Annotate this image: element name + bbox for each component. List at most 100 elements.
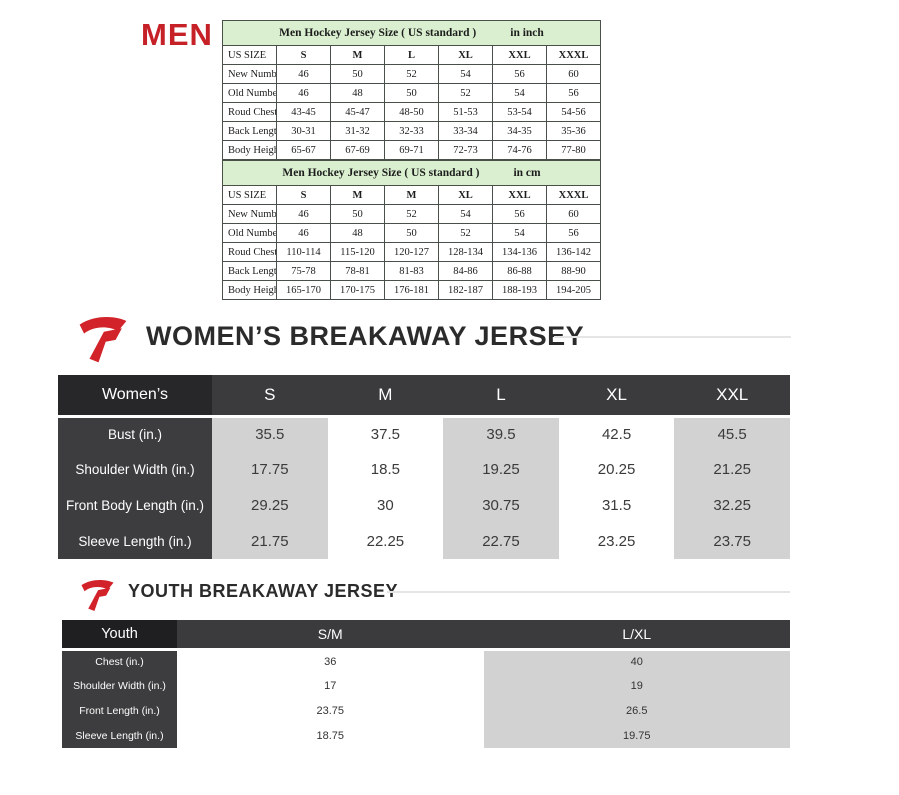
- value-cell: 52: [438, 223, 493, 243]
- value-cell: 81-83: [384, 261, 439, 281]
- value-cell: 46: [276, 64, 331, 84]
- value-cell: 23.25: [558, 523, 675, 559]
- data-row: Back Length30-3131-3232-3333-3434-3535-3…: [222, 121, 601, 141]
- header-corner-cell: Women’s: [58, 375, 212, 415]
- value-cell: 50: [384, 83, 439, 103]
- value-cell: 26.5: [483, 698, 790, 723]
- value-cell: 65-67: [276, 140, 331, 160]
- youth-section-heading: YOUTH BREAKAWAY JERSEY: [128, 581, 399, 601]
- data-row: Body Height65-6767-6969-7172-7374-7677-8…: [222, 140, 601, 160]
- value-cell: 48: [330, 223, 385, 243]
- row-label-cell: Roud Chest: [222, 102, 277, 122]
- value-cell: 19.75: [483, 723, 790, 748]
- value-cell: 30.75: [443, 487, 559, 523]
- header-corner-cell: US SIZE: [222, 45, 277, 65]
- youth-size-table: Youth S/M L/XL Chest (in.) 36 40 Shoulder Widt…: [62, 620, 790, 748]
- value-cell: 52: [384, 64, 439, 84]
- data-row: Front Length (in.) 23.75 26.5: [62, 698, 790, 723]
- value-cell: 23.75: [177, 698, 484, 723]
- header-row: Youth S/M L/XL: [62, 620, 790, 648]
- divider-line: [387, 591, 790, 593]
- value-cell: 54: [438, 204, 493, 224]
- value-cell: 69-71: [384, 140, 439, 160]
- header-size-cell: M: [327, 375, 444, 415]
- value-cell: 54: [492, 83, 547, 103]
- header-size-cell: XXL: [674, 375, 790, 415]
- data-row: Shoulder Width (in.) 17.75 18.5 19.25 20.25 2…: [58, 451, 790, 487]
- data-row: Front Body Length (in.) 29.25 30 30.75 31.5 3…: [58, 487, 790, 523]
- table-title-text: Men Hockey Jersey Size ( US standard ): [279, 27, 477, 39]
- value-cell: 54: [438, 64, 493, 84]
- men-inch-title-row: Men Hockey Jersey Size ( US standard ) in…: [222, 20, 601, 46]
- value-cell: 165-170: [276, 280, 331, 300]
- value-cell: 176-181: [384, 280, 439, 300]
- value-cell: 34-35: [492, 121, 547, 141]
- value-cell: 182-187: [438, 280, 493, 300]
- value-cell: 78-81: [330, 261, 385, 281]
- row-label-cell: Body Height: [222, 140, 277, 160]
- value-cell: 53-54: [492, 102, 547, 122]
- row-label-cell: Back Length: [222, 121, 277, 141]
- header-row: Women’s S M L XL XXL: [58, 375, 790, 415]
- header-size-cell: XL: [438, 45, 493, 65]
- data-row: New Number Size465052545660: [222, 64, 601, 84]
- data-row: Roud Chest 43-45 45-47 48-50 51-53 53-54 54-56: [222, 102, 601, 122]
- row-label-cell: Bust (in.): [58, 415, 212, 451]
- value-cell: 115-120: [330, 242, 385, 262]
- value-cell: 188-193: [492, 280, 547, 300]
- value-cell: 54: [492, 223, 547, 243]
- value-cell: 20.25: [558, 451, 675, 487]
- men-section-label: MEN: [141, 17, 213, 52]
- data-row: Chest (in.) 36 40: [62, 648, 790, 673]
- value-cell: 60: [546, 64, 601, 84]
- value-cell: 128-134: [438, 242, 493, 262]
- value-cell: 77-80: [546, 140, 601, 160]
- header-corner-cell: Youth: [62, 620, 177, 648]
- value-cell: 50: [330, 64, 385, 84]
- header-row: US SIZE S M L XL XXL XXXL: [222, 45, 601, 65]
- value-cell: 136-142: [546, 242, 601, 262]
- value-cell: 22.25: [327, 523, 444, 559]
- value-cell: 56: [546, 83, 601, 103]
- value-cell: 31-32: [330, 121, 385, 141]
- header-size-cell: S/M: [177, 620, 484, 648]
- value-cell: 52: [384, 204, 439, 224]
- row-label-cell: New Number Size: [222, 64, 277, 84]
- table-title-text: Men Hockey Jersey Size ( US standard ): [282, 167, 480, 179]
- data-row: Sleeve Length (in.) 21.75 22.25 22.75 23.25 2…: [58, 523, 790, 559]
- row-label-cell: New Number Size: [222, 204, 277, 224]
- divider-line: [554, 336, 791, 338]
- table-unit-text: in inch: [510, 27, 544, 39]
- value-cell: 67-69: [330, 140, 385, 160]
- header-size-cell: XXL: [492, 185, 547, 205]
- value-cell: 110-114: [276, 242, 331, 262]
- value-cell: 21.75: [212, 523, 328, 559]
- data-row: Roud Chest 110-114 115-120 120-127 128-134 13…: [222, 242, 601, 262]
- women-section-heading: WOMEN’S BREAKAWAY JERSEY: [146, 321, 585, 351]
- value-cell: 45.5: [674, 415, 790, 451]
- data-row: Shoulder Width (in.) 17 19: [62, 673, 790, 698]
- value-cell: 74-76: [492, 140, 547, 160]
- row-label-cell: Body Height: [222, 280, 277, 300]
- value-cell: 37.5: [327, 415, 444, 451]
- value-cell: 42.5: [558, 415, 675, 451]
- value-cell: 50: [330, 204, 385, 224]
- header-size-cell: XXL: [492, 45, 547, 65]
- value-cell: 46: [276, 223, 331, 243]
- row-label-cell: Shoulder Width (in.): [62, 673, 177, 698]
- value-cell: 30: [327, 487, 444, 523]
- row-label-cell: Chest (in.): [62, 648, 177, 673]
- value-cell: 18.75: [177, 723, 484, 748]
- men-size-table-cm: Men Hockey Jersey Size ( US standard ) in…: [222, 160, 601, 300]
- header-size-cell: M: [384, 185, 439, 205]
- value-cell: 48-50: [384, 102, 439, 122]
- value-cell: 134-136: [492, 242, 547, 262]
- value-cell: 60: [546, 204, 601, 224]
- value-cell: 84-86: [438, 261, 493, 281]
- row-label-cell: Sleeve Length (in.): [58, 523, 212, 559]
- men-size-tables: Men Hockey Jersey Size ( US standard ) in…: [222, 20, 601, 300]
- value-cell: 29.25: [212, 487, 328, 523]
- value-cell: 88-90: [546, 261, 601, 281]
- header-size-cell: S: [276, 45, 331, 65]
- value-cell: 39.5: [443, 415, 559, 451]
